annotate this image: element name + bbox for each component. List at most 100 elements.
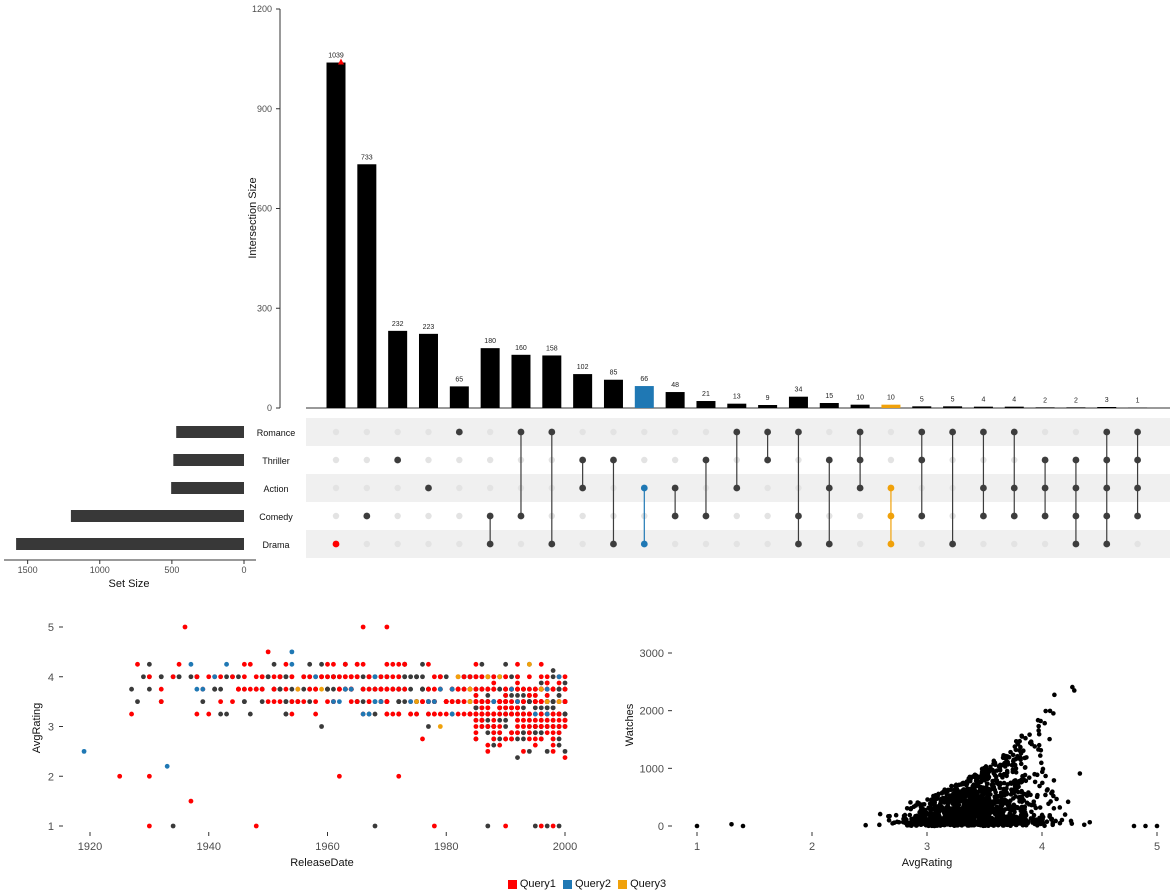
scatter1-point-other [420, 686, 425, 692]
scatter1-point-query1 [194, 674, 200, 680]
intersection-bar [727, 403, 747, 408]
matrix-dot-on [486, 540, 494, 548]
scatter1-point-query1 [473, 693, 479, 698]
bar-value-label: 4 [1012, 397, 1016, 404]
scatter1-point-query1 [526, 717, 532, 723]
scatter2-point [1040, 766, 1046, 772]
intersection-bar [665, 392, 685, 408]
matrix-dot-off [733, 512, 740, 520]
matrix-dot-on [1072, 456, 1080, 464]
scatter1-point-query1 [515, 711, 520, 717]
matrix-dot-off [610, 428, 617, 436]
scatter2-point [1047, 736, 1052, 742]
scatter2-point [877, 822, 882, 828]
intersection-bar [819, 403, 839, 408]
matrix-dot-off [394, 540, 401, 548]
matrix-dot-on [1103, 428, 1111, 436]
scatter1-point-other [515, 755, 520, 760]
scatter1-point-other [283, 699, 289, 705]
scatter1-point-query1 [236, 686, 241, 692]
scatter1-point-query1 [509, 711, 514, 717]
scatter2-point [1154, 823, 1160, 829]
scatter1-point-query1 [532, 736, 538, 742]
scatter1-point-query1 [366, 674, 372, 680]
scatter1-point-query1 [479, 717, 485, 723]
scatter1-point-query1 [420, 736, 425, 742]
scatter1-point-query1 [325, 661, 330, 667]
matrix-dot-on [517, 428, 525, 436]
scatter2-point [933, 796, 939, 802]
matrix-dot-on [671, 512, 679, 520]
scatter1-point-query1 [253, 823, 259, 829]
scatter1-point-other [259, 699, 265, 705]
matrix-dot-on [579, 484, 587, 492]
matrix-dot-on [1041, 456, 1049, 464]
scatter1-point-query2 [544, 711, 550, 717]
scatter1-point-query1 [331, 674, 336, 680]
legend-label-query2: Query2 [574, 878, 612, 890]
matrix-dot-off [456, 512, 463, 520]
scatter1-point-query1 [384, 674, 390, 680]
scatter2-point [968, 816, 973, 821]
scatter1-point-query1 [503, 693, 509, 698]
scatter1-point-query1 [503, 699, 509, 705]
scatter2-point [1003, 787, 1009, 792]
matrix-dot-off [363, 484, 371, 492]
scatter2-point [964, 790, 970, 795]
matrix-dot-off [363, 428, 371, 436]
scatter1-point-query2 [342, 686, 348, 692]
set-label-comedy: Comedy [259, 512, 293, 522]
scatter2-point [970, 774, 976, 779]
scatter2-point [1036, 731, 1042, 737]
scatter2-point [893, 812, 899, 818]
scatter1-point-other [497, 736, 503, 742]
matrix-dot-on [980, 428, 987, 436]
scatter2-point [947, 793, 953, 798]
scatter1-point-query1 [526, 730, 532, 736]
scatter1-point-query1 [283, 661, 289, 667]
intersection-bar [788, 396, 808, 408]
scatter1-point-query1 [437, 711, 443, 717]
scatter1-point-query1 [277, 674, 283, 680]
scatter1-x-tick-label: 2000 [553, 841, 577, 853]
scatter1-point-query2 [200, 686, 206, 692]
scatter1-point-query2 [515, 699, 520, 705]
scatter1-point-other [509, 674, 514, 680]
scatter1-point-query1 [117, 773, 123, 779]
scatter1-point-query1 [473, 736, 479, 742]
scatter2-point [990, 781, 996, 787]
scatter1-point-query2 [372, 674, 378, 680]
scatter2-point [890, 821, 895, 826]
scatter1-point-other [283, 674, 289, 680]
scatter1-point-query1 [479, 711, 485, 717]
scatter1-point-query1 [384, 624, 390, 630]
bar-value-label: 1 [1136, 398, 1140, 405]
scatter1-point-other [515, 693, 520, 698]
scatter2-point [936, 815, 942, 821]
scatter1-point-other [135, 699, 140, 705]
scatter1-point-query1 [390, 711, 396, 717]
bar-value-label: 65 [455, 376, 463, 383]
scatter2-point [949, 783, 954, 789]
scatter2-point [1143, 823, 1148, 829]
scatter2-point [1042, 720, 1048, 726]
scatter2-y-tick-label: 1000 [640, 763, 664, 775]
scatter1-point-query1 [336, 686, 342, 692]
scatter1-point-query2 [366, 711, 372, 717]
scatter1-point-other [503, 661, 509, 667]
scatter1-point-other [521, 736, 526, 742]
bar-value-label: 21 [702, 391, 710, 398]
scatter2-point [877, 811, 883, 817]
scatter2-point [886, 818, 892, 823]
scatter1-point-query1 [342, 674, 348, 680]
matrix-dot-on [918, 428, 926, 436]
scatter2-point [1031, 812, 1037, 818]
scatter2-point [993, 774, 999, 779]
scatter1-point-query1 [408, 711, 414, 717]
set-size-tick-label: 1500 [18, 565, 38, 575]
scatter1-point-query1 [378, 686, 384, 692]
scatter2-point [968, 798, 973, 804]
scatter1-point-other [319, 724, 324, 729]
scatter1-point-query1 [289, 699, 295, 705]
